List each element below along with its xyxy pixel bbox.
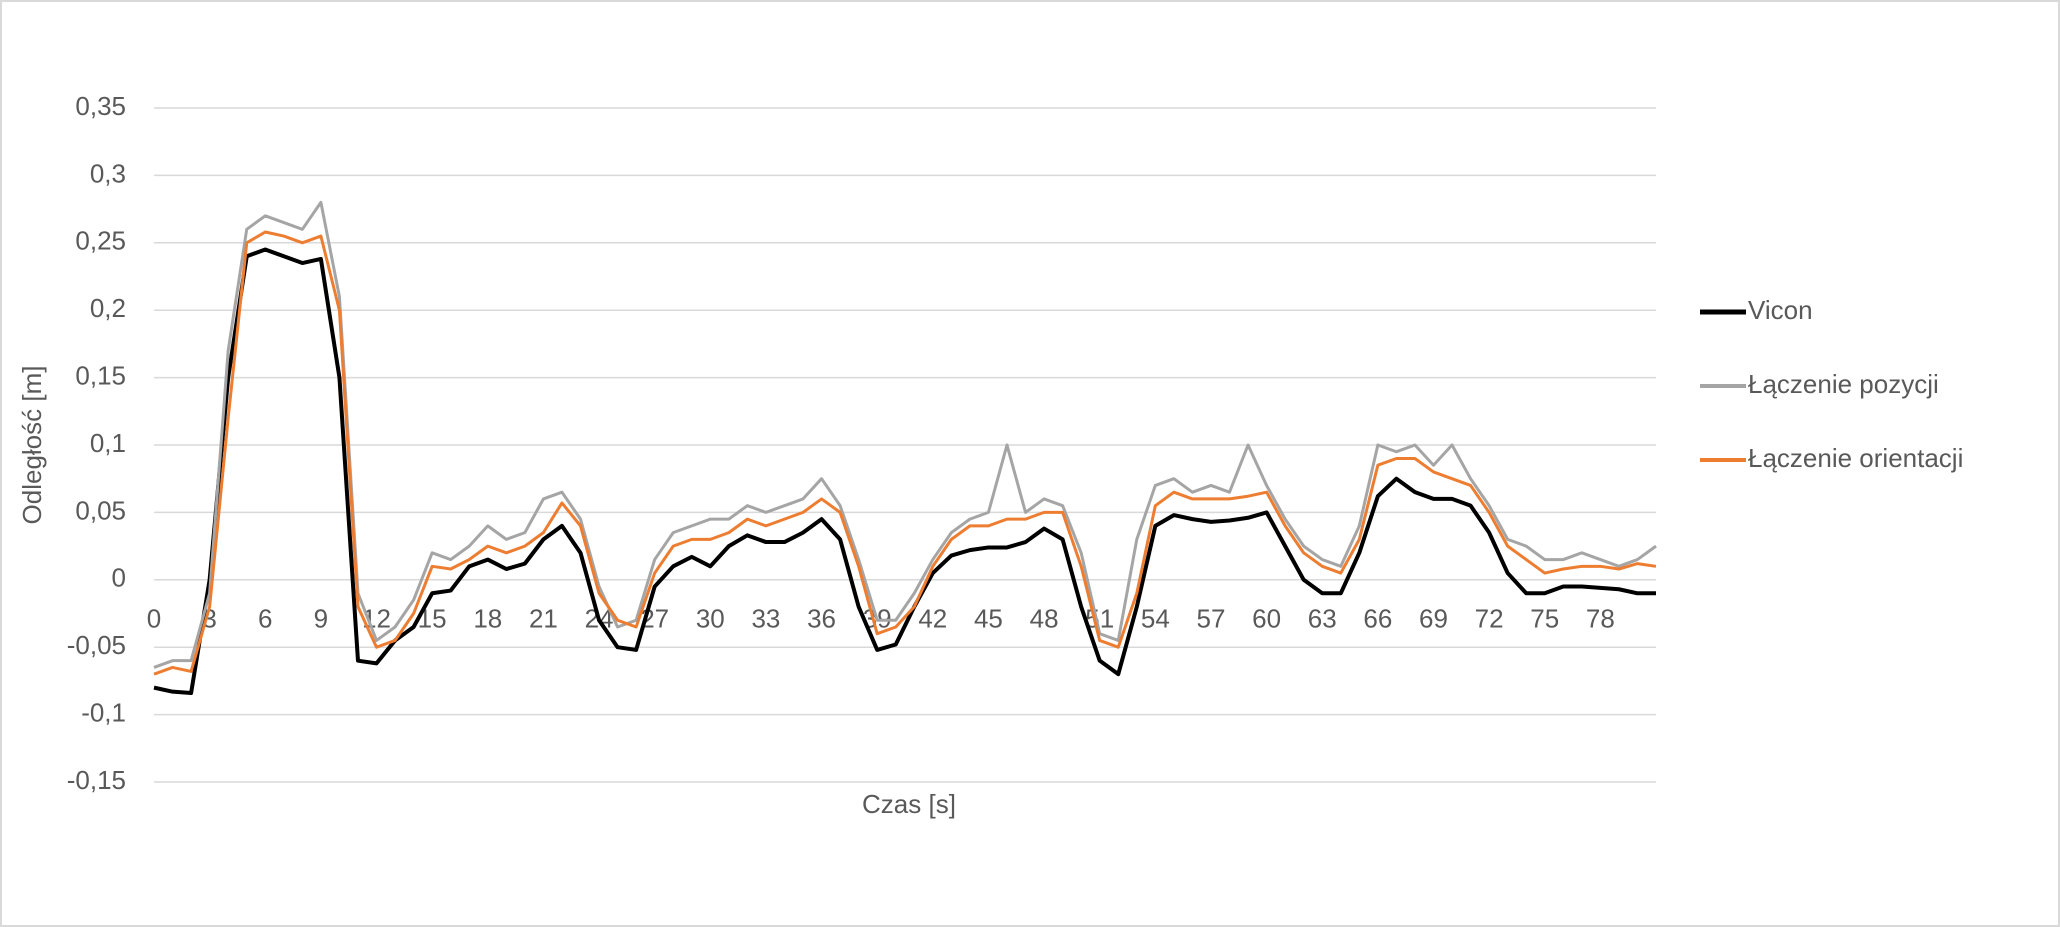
y-tick-label: 0,25 — [75, 226, 126, 256]
y-tick-label: -0,15 — [67, 765, 126, 795]
y-tick-label: 0 — [112, 563, 126, 593]
legend-label: Łączenie orientacji — [1748, 443, 1963, 473]
y-tick-label: 0,2 — [90, 293, 126, 323]
x-tick-label: 66 — [1363, 604, 1392, 634]
series-line — [153, 200, 1657, 669]
y-tick-label: 0,15 — [75, 360, 126, 390]
y-tick-label: 0,3 — [90, 158, 126, 188]
y-tick-label: 0,1 — [90, 428, 126, 458]
x-tick-label: 30 — [696, 604, 725, 634]
x-tick-label: 78 — [1586, 604, 1615, 634]
x-tick-label: 9 — [314, 604, 328, 634]
series-line — [153, 247, 1656, 696]
y-tick-label: 0,05 — [75, 495, 126, 525]
series-line — [153, 230, 1657, 676]
x-tick-label: 75 — [1530, 604, 1559, 634]
x-tick-label: 33 — [751, 604, 780, 634]
x-tick-label: 63 — [1308, 604, 1337, 634]
x-tick-label: 21 — [529, 604, 558, 634]
y-axis-label: Odległość [m] — [17, 366, 47, 525]
y-tick-label: 0,35 — [75, 91, 126, 121]
y-tick-label: -0,05 — [67, 630, 126, 660]
x-tick-label: 69 — [1419, 604, 1448, 634]
x-tick-label: 36 — [807, 604, 836, 634]
x-tick-label: 18 — [473, 604, 502, 634]
x-tick-label: 57 — [1197, 604, 1226, 634]
x-tick-label: 72 — [1475, 604, 1504, 634]
legend-label: Vicon — [1748, 295, 1813, 325]
x-tick-label: 6 — [258, 604, 272, 634]
x-tick-label: 45 — [974, 604, 1003, 634]
legend-label: Łączenie pozycji — [1748, 369, 1939, 399]
x-tick-label: 54 — [1141, 604, 1170, 634]
x-tick-label: 42 — [918, 604, 947, 634]
x-tick-label: 48 — [1030, 604, 1059, 634]
x-tick-label: 0 — [147, 604, 161, 634]
x-tick-label: 60 — [1252, 604, 1281, 634]
y-tick-label: -0,1 — [81, 697, 126, 727]
x-axis-label: Czas [s] — [862, 789, 956, 819]
